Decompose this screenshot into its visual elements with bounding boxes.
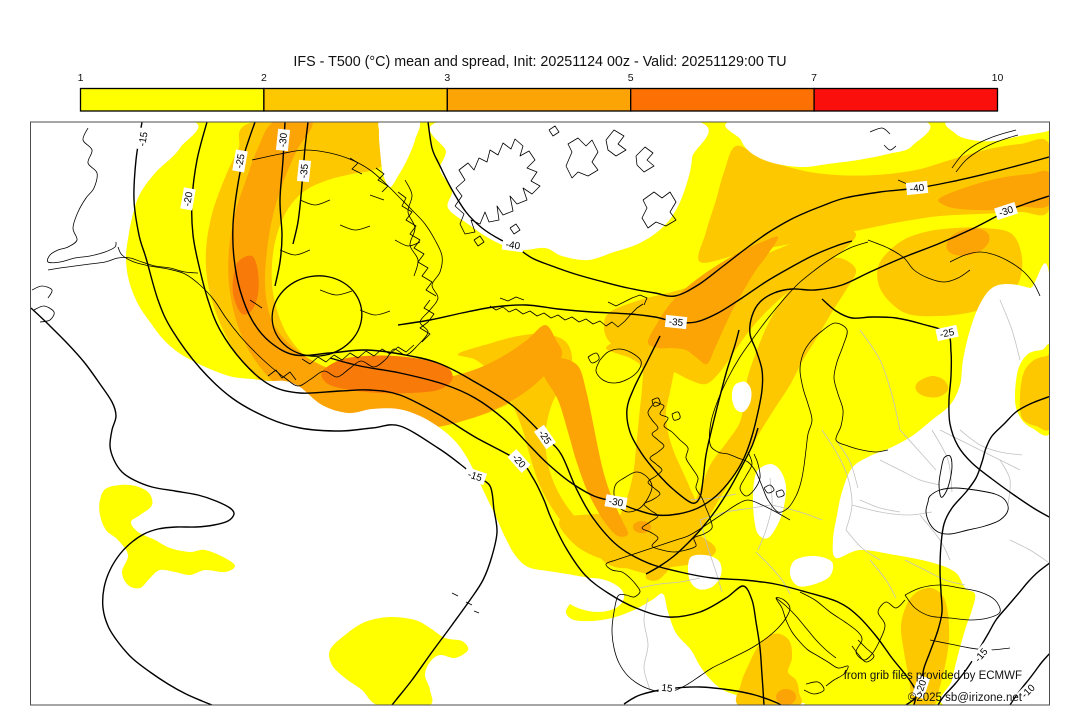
svg-text:7: 7: [811, 72, 817, 84]
svg-text:-15: -15: [137, 131, 150, 148]
svg-text:2: 2: [261, 72, 267, 84]
svg-text:©2025 sb@irizone.net: ©2025 sb@irizone.net: [908, 692, 1023, 704]
svg-text:-35: -35: [299, 163, 311, 179]
svg-text:5: 5: [628, 72, 634, 84]
svg-text:-30: -30: [278, 132, 290, 148]
svg-text:-25: -25: [234, 153, 247, 170]
svg-text:-35: -35: [668, 317, 684, 329]
svg-text:1: 1: [78, 72, 84, 84]
svg-text:from grib files provided by EC: from grib files provided by ECMWF: [844, 670, 1022, 682]
svg-text:-20: -20: [914, 678, 929, 696]
svg-text:-25: -25: [939, 327, 956, 341]
svg-text:3: 3: [444, 72, 450, 84]
svg-text:-30: -30: [998, 204, 1016, 219]
svg-text:-20: -20: [182, 191, 195, 208]
svg-text:10: 10: [992, 72, 1004, 84]
svg-text:-40: -40: [909, 183, 925, 195]
svg-text:15: 15: [661, 683, 674, 695]
svg-text:-15: -15: [466, 469, 484, 484]
svg-text:-40: -40: [505, 239, 521, 252]
svg-text:-30: -30: [608, 496, 625, 509]
svg-text:IFS - T500 (°C) mean and sprea: IFS - T500 (°C) mean and spread, Init: 2…: [293, 54, 786, 70]
